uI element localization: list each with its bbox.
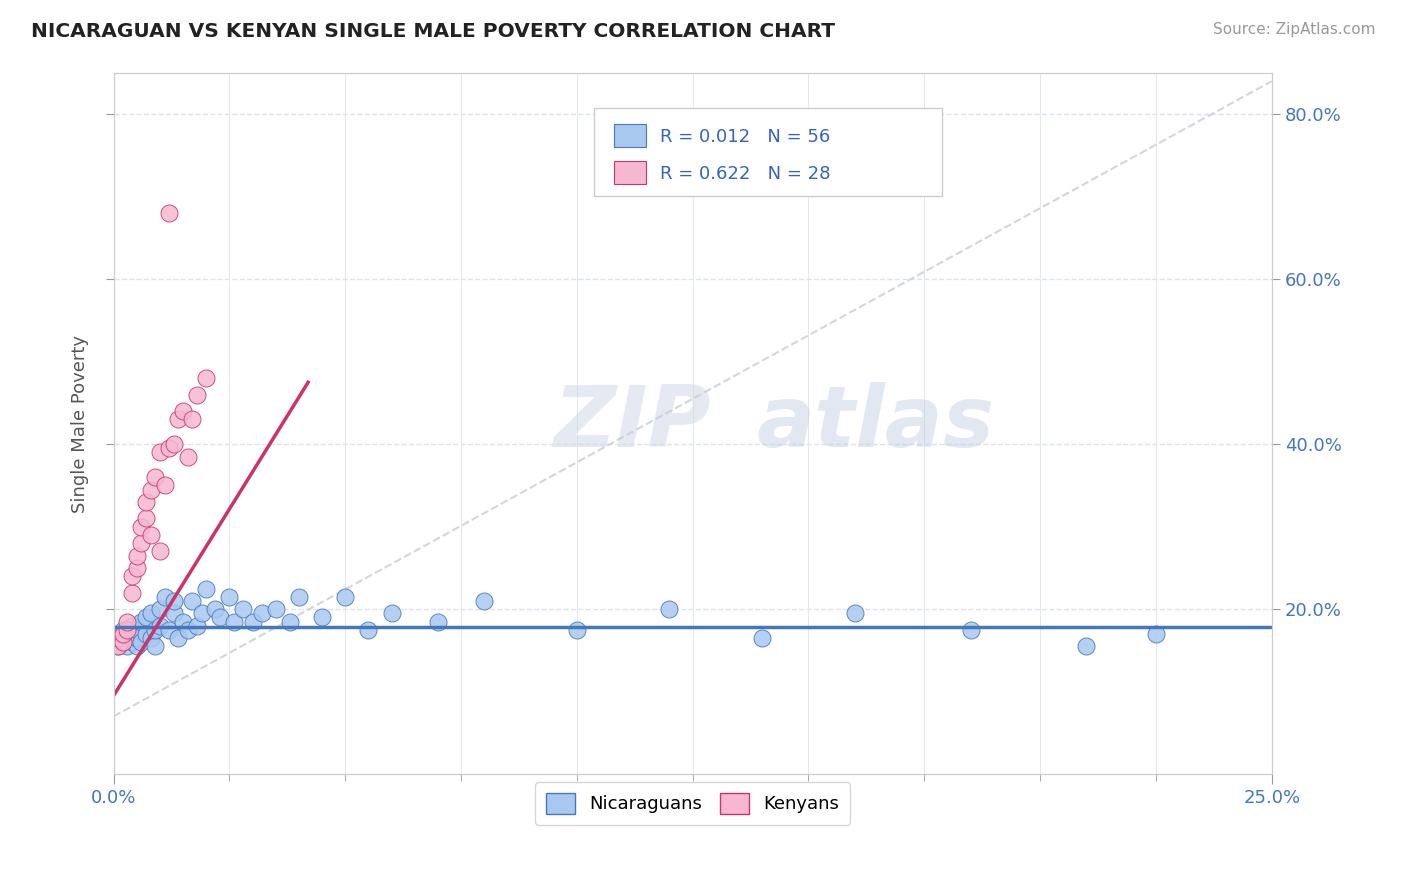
Point bbox=[157, 206, 180, 220]
Text: atlas: atlas bbox=[756, 382, 994, 465]
Point bbox=[218, 590, 240, 604]
FancyBboxPatch shape bbox=[595, 108, 942, 195]
FancyBboxPatch shape bbox=[614, 124, 647, 147]
Point bbox=[153, 478, 176, 492]
Point bbox=[242, 615, 264, 629]
Point bbox=[111, 623, 134, 637]
Point bbox=[380, 607, 402, 621]
Point bbox=[335, 590, 357, 604]
Point bbox=[181, 594, 204, 608]
Point bbox=[107, 640, 129, 654]
Point bbox=[959, 623, 981, 637]
Point bbox=[139, 483, 162, 497]
Point bbox=[143, 623, 166, 637]
Point bbox=[1144, 627, 1167, 641]
Point bbox=[149, 445, 172, 459]
Point bbox=[167, 412, 190, 426]
Point bbox=[186, 387, 208, 401]
Point bbox=[195, 371, 218, 385]
Point bbox=[139, 631, 162, 645]
Point bbox=[1076, 640, 1098, 654]
Point bbox=[139, 528, 162, 542]
Point bbox=[121, 585, 143, 599]
Point bbox=[232, 602, 254, 616]
Point bbox=[472, 594, 495, 608]
Point bbox=[844, 607, 866, 621]
Point bbox=[111, 627, 134, 641]
Point bbox=[278, 615, 301, 629]
Point bbox=[135, 627, 157, 641]
Point bbox=[357, 623, 380, 637]
Point bbox=[658, 602, 681, 616]
Text: Source: ZipAtlas.com: Source: ZipAtlas.com bbox=[1212, 22, 1375, 37]
Point bbox=[186, 618, 208, 632]
Point bbox=[111, 635, 134, 649]
Point bbox=[125, 549, 148, 563]
Point bbox=[111, 635, 134, 649]
Point bbox=[125, 640, 148, 654]
Point bbox=[149, 544, 172, 558]
Point bbox=[157, 442, 180, 456]
Point bbox=[153, 590, 176, 604]
FancyBboxPatch shape bbox=[614, 161, 647, 185]
Point bbox=[172, 615, 194, 629]
Point bbox=[209, 610, 232, 624]
Point bbox=[176, 623, 198, 637]
Point bbox=[149, 602, 172, 616]
Point bbox=[107, 640, 129, 654]
Y-axis label: Single Male Poverty: Single Male Poverty bbox=[72, 334, 89, 513]
Point bbox=[125, 561, 148, 575]
Point bbox=[181, 412, 204, 426]
Legend: Nicaraguans, Kenyans: Nicaraguans, Kenyans bbox=[536, 782, 851, 825]
Point bbox=[125, 631, 148, 645]
Point bbox=[117, 631, 139, 645]
Point bbox=[149, 618, 172, 632]
Point bbox=[222, 615, 245, 629]
Point bbox=[131, 615, 153, 629]
Point bbox=[131, 536, 153, 550]
Point bbox=[190, 607, 212, 621]
Point bbox=[121, 635, 143, 649]
Point bbox=[163, 594, 186, 608]
Point bbox=[565, 623, 588, 637]
Point bbox=[250, 607, 273, 621]
Point bbox=[195, 582, 218, 596]
Point bbox=[751, 631, 773, 645]
Point bbox=[135, 511, 157, 525]
Text: NICARAGUAN VS KENYAN SINGLE MALE POVERTY CORRELATION CHART: NICARAGUAN VS KENYAN SINGLE MALE POVERTY… bbox=[31, 22, 835, 41]
Point bbox=[143, 640, 166, 654]
Point bbox=[135, 610, 157, 624]
Point bbox=[157, 623, 180, 637]
Point bbox=[135, 495, 157, 509]
Point bbox=[204, 602, 226, 616]
Point bbox=[167, 631, 190, 645]
Point bbox=[163, 437, 186, 451]
Point bbox=[107, 631, 129, 645]
Point bbox=[143, 470, 166, 484]
Point bbox=[163, 607, 186, 621]
Text: ZIP: ZIP bbox=[554, 382, 711, 465]
Point bbox=[117, 615, 139, 629]
Point bbox=[264, 602, 287, 616]
Point bbox=[139, 607, 162, 621]
Text: R = 0.622   N = 28: R = 0.622 N = 28 bbox=[661, 165, 831, 184]
Point bbox=[121, 569, 143, 583]
Point bbox=[125, 623, 148, 637]
Text: R = 0.012   N = 56: R = 0.012 N = 56 bbox=[661, 128, 831, 146]
Point bbox=[117, 623, 139, 637]
Point bbox=[107, 631, 129, 645]
Point bbox=[117, 640, 139, 654]
Point bbox=[176, 450, 198, 464]
Point bbox=[121, 618, 143, 632]
Point bbox=[311, 610, 333, 624]
Point bbox=[131, 635, 153, 649]
Point bbox=[426, 615, 449, 629]
Point bbox=[172, 404, 194, 418]
Point bbox=[288, 590, 311, 604]
Point bbox=[117, 623, 139, 637]
Point bbox=[131, 519, 153, 533]
